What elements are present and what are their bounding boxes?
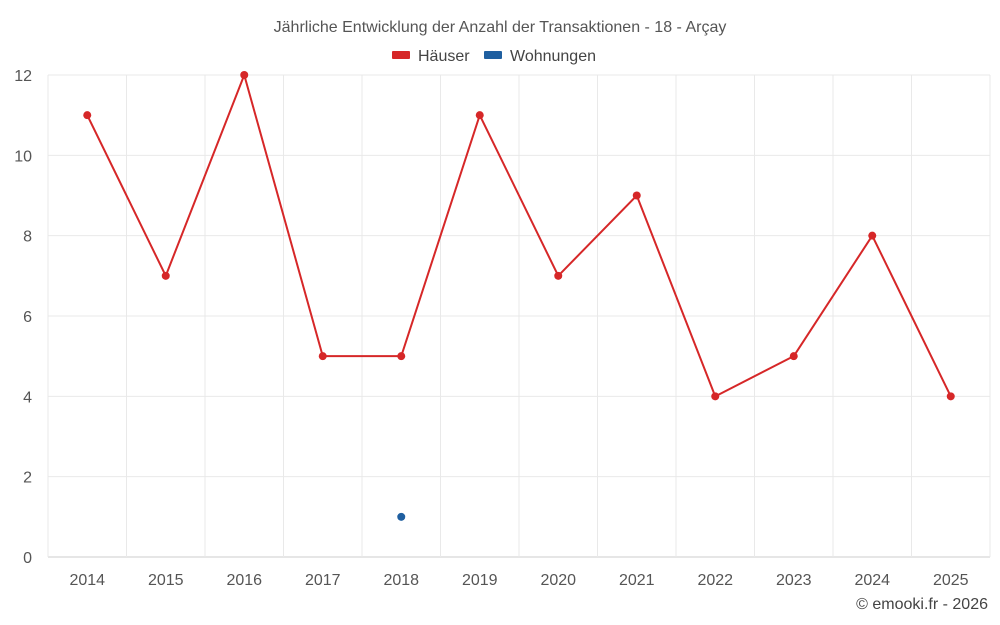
legend: Häuser Wohnungen: [392, 48, 596, 65]
x-tick-label: 2018: [383, 572, 419, 589]
series-line-houses: [86, 74, 952, 398]
x-tick-label: 2019: [462, 572, 498, 589]
x-tick-label: 2020: [540, 572, 576, 589]
legend-swatch-houses: [392, 51, 410, 59]
series-layer: [83, 71, 955, 521]
x-tick-label: 2015: [148, 572, 184, 589]
x-tick-label: 2017: [305, 572, 341, 589]
x-tick-label: 2016: [226, 572, 262, 589]
x-tick-label: 2021: [619, 572, 655, 589]
chart-title: Jährliche Entwicklung der Anzahl der Tra…: [274, 19, 727, 36]
legend-label-apartments[interactable]: Wohnungen: [510, 48, 596, 65]
data-point-houses[interactable]: [946, 392, 955, 401]
data-point-houses[interactable]: [161, 271, 170, 280]
grid: [47, 74, 991, 558]
y-tick-label: 4: [23, 389, 32, 406]
legend-swatch-apartments: [484, 51, 502, 59]
data-point-houses[interactable]: [475, 111, 484, 120]
data-point-houses[interactable]: [711, 392, 720, 401]
data-point-houses[interactable]: [318, 352, 327, 361]
x-tick-label: 2024: [854, 572, 890, 589]
data-point-apartments[interactable]: [397, 512, 406, 521]
y-axis-ticks: 0 2 4 6 8 10 12: [14, 68, 32, 567]
x-tick-label: 2014: [69, 572, 105, 589]
credit-text: © emooki.fr - 2026: [856, 596, 988, 613]
data-point-houses[interactable]: [554, 271, 563, 280]
y-tick-label: 12: [14, 68, 32, 85]
x-tick-label: 2025: [933, 572, 969, 589]
x-tick-label: 2022: [697, 572, 733, 589]
y-tick-label: 10: [14, 148, 32, 165]
x-axis-ticks: 2014 2015 2016 2017 2018 2019 2020 2021 2022 2023…: [69, 572, 968, 589]
y-tick-label: 8: [23, 229, 32, 246]
data-point-houses[interactable]: [397, 352, 406, 361]
y-tick-label: 6: [23, 309, 32, 326]
y-tick-label: 2: [23, 470, 32, 487]
data-point-houses[interactable]: [83, 111, 92, 120]
data-point-houses[interactable]: [632, 191, 641, 200]
x-tick-label: 2023: [776, 572, 812, 589]
y-tick-label: 0: [23, 550, 32, 567]
data-point-houses[interactable]: [789, 352, 798, 361]
legend-label-houses[interactable]: Häuser: [418, 48, 470, 65]
data-point-houses[interactable]: [240, 71, 249, 79]
data-point-houses[interactable]: [868, 231, 877, 240]
